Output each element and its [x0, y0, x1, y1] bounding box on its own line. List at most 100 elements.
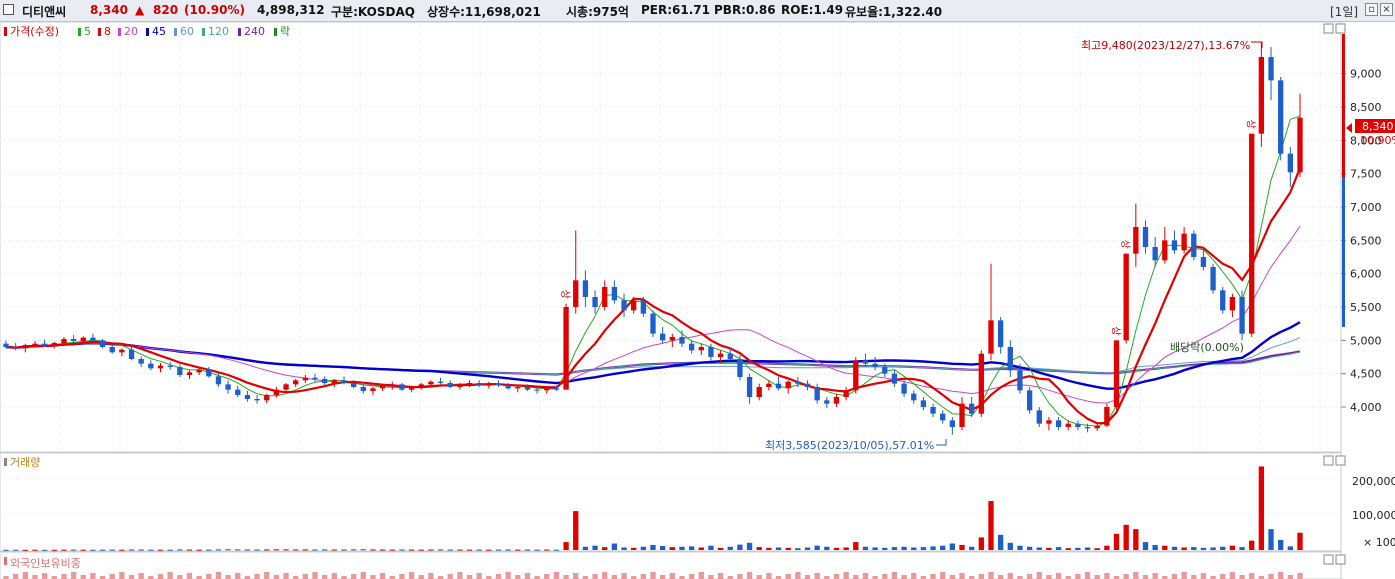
candle	[1065, 420, 1071, 431]
volume-bar	[1046, 547, 1052, 550]
candle-body	[862, 360, 869, 364]
candle	[1220, 287, 1226, 314]
foreign-ownership-bar	[138, 573, 144, 579]
candle-body	[476, 383, 482, 386]
volume-bar	[1017, 545, 1023, 550]
volume-bar	[766, 547, 772, 550]
foreign-ownership-bar	[1007, 573, 1013, 579]
foreign-ownership-bar	[833, 574, 840, 579]
foreign-ownership-bar	[1297, 573, 1303, 579]
candle	[660, 327, 666, 344]
price-axis: 9,000 8,500 8,000 7,500 7,000 6,500 6,000 5,500…	[1341, 68, 1382, 414]
foreign-ownership-bar	[515, 575, 521, 579]
foreign-ownership-bar	[370, 575, 376, 579]
volume-bar	[437, 549, 444, 551]
volume-bar	[341, 549, 347, 551]
price-pane-minimize-icon[interactable]	[1323, 23, 1334, 34]
candle-body	[341, 380, 347, 383]
foreign-ownership-bar	[99, 576, 106, 579]
minimize-icon[interactable]: ▫	[1365, 3, 1378, 16]
volume-bar	[988, 501, 994, 550]
candle	[679, 330, 685, 347]
volume-bar	[148, 549, 154, 551]
candle-body	[553, 388, 560, 390]
candle	[99, 339, 106, 349]
foreign-ownership-bar	[843, 572, 849, 579]
volume-bar	[843, 547, 849, 550]
foreign-pane-close-icon[interactable]	[1335, 554, 1346, 565]
volume-bar	[476, 549, 482, 551]
candle	[13, 343, 19, 351]
candle	[949, 417, 956, 435]
volume-bar	[244, 549, 251, 551]
foreign-ownership-bar	[544, 574, 550, 579]
foreign-ownership-bar	[1142, 575, 1149, 579]
candle-body	[32, 343, 38, 345]
candle	[1055, 417, 1062, 431]
candle	[1278, 77, 1284, 161]
candle	[862, 353, 869, 367]
volume-bar	[515, 549, 521, 551]
candle-body	[1055, 420, 1062, 427]
candle-body	[766, 383, 772, 387]
candle	[128, 347, 135, 361]
foreign-ownership-bar	[631, 576, 637, 579]
foreign-ownership-bar	[534, 576, 540, 579]
candle	[582, 270, 589, 307]
candle	[322, 376, 328, 386]
volume-bars	[3, 466, 1303, 551]
foreign-ownership-bar	[1075, 574, 1081, 579]
candle-body	[1065, 423, 1071, 427]
candle-body	[582, 280, 589, 297]
candle-body	[447, 383, 453, 387]
candle	[1123, 253, 1129, 344]
candle-body	[206, 369, 212, 377]
volume-bar	[1287, 546, 1293, 550]
foreign-ownership-bar	[959, 573, 965, 579]
volume-bar	[495, 549, 502, 551]
foreign-ownership-bar	[640, 574, 646, 579]
candle	[41, 339, 48, 347]
volume-pane-close-icon[interactable]	[1335, 455, 1346, 466]
foreign-ownership-bar	[1094, 575, 1100, 579]
candlesticks	[3, 41, 1303, 435]
candle-body	[1152, 247, 1158, 261]
foreign-pane-minimize-icon[interactable]	[1323, 554, 1334, 565]
candle	[418, 383, 424, 390]
candle	[515, 385, 521, 393]
candle	[235, 385, 241, 397]
foreign-ownership-bar	[389, 576, 395, 579]
close-icon[interactable]: ×	[1380, 3, 1393, 16]
foreign-ownership-bar	[312, 572, 318, 579]
price-pane-close-icon[interactable]	[1335, 23, 1346, 34]
candle	[727, 347, 733, 361]
volume-pane-minimize-icon[interactable]	[1323, 455, 1334, 466]
candle	[1297, 93, 1303, 177]
volume-bar	[997, 534, 1004, 550]
volume-bar	[41, 549, 48, 551]
volume-bar	[814, 545, 820, 550]
candle	[1036, 407, 1042, 427]
price-tick-label: 9,000	[1350, 68, 1382, 81]
candle-body	[302, 377, 309, 381]
foreign-ownership-bar	[302, 574, 309, 579]
volume-bar	[1220, 546, 1226, 550]
candle-body	[959, 403, 965, 427]
candle-body	[457, 384, 463, 387]
foreign-ownership-bar	[225, 575, 231, 579]
price-change: 820	[153, 3, 179, 17]
candle	[51, 341, 57, 349]
high-annotation-arrow	[1251, 41, 1263, 48]
period-selector[interactable]: [1일]	[1330, 5, 1359, 19]
select-checkbox[interactable]	[3, 4, 14, 15]
candle	[524, 384, 531, 391]
foreign-ownership-bar	[1055, 573, 1062, 579]
candle	[1287, 147, 1293, 187]
volume-bar	[350, 549, 357, 551]
candle	[553, 385, 560, 391]
candle	[302, 375, 309, 383]
volume-bar	[1142, 542, 1149, 550]
foreign-ownership-bar	[969, 576, 975, 579]
